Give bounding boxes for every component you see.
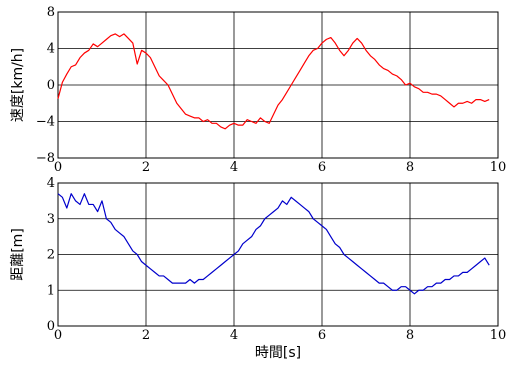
velocity-y-axis-label: 速度[km/h] [10,48,26,122]
distance-x-tick-label: 0 [54,328,62,343]
distance-x-tick-label: 4 [230,328,238,343]
distance-x-axis-label: 時間[s] [255,345,301,361]
distance-series-line [57,193,490,295]
distance-x-tick-label: 6 [318,328,326,343]
velocity-x-tick-label: 0 [54,160,62,175]
distance-y-tick-label: 2 [47,248,55,263]
velocity-y-tick-label: −8 [36,151,55,166]
distance-x-tick-label: 8 [406,328,414,343]
distance-y-axis-label: 距離[m] [9,228,26,281]
velocity-x-tick-label: 10 [490,160,507,175]
distance-x-tick-label: 10 [490,328,507,343]
velocity-panel: 0 2 4 6 8 10 −8 −4 0 4 8 速度[km/h] [10,5,506,175]
distance-x-tick-label: 2 [142,328,150,343]
velocity-series-line [57,33,490,130]
distance-panel: 0 2 4 6 8 10 0 1 2 3 4 距離[m] 時間[s] [9,176,506,361]
velocity-x-tick-label: 4 [230,160,238,175]
distance-y-tick-label: 0 [47,319,55,334]
distance-y-tick-label: 1 [47,283,55,298]
distance-y-tick-label: 3 [47,212,55,227]
velocity-y-tick-label: 0 [47,78,55,93]
distance-y-tick-label: 4 [47,176,55,191]
velocity-x-tick-label: 8 [406,160,414,175]
velocity-y-tick-label: −4 [36,115,55,130]
velocity-x-tick-label: 2 [142,160,150,175]
velocity-y-tick-label: 8 [47,5,55,20]
velocity-x-tick-label: 6 [318,160,326,175]
velocity-y-tick-label: 4 [47,42,55,57]
